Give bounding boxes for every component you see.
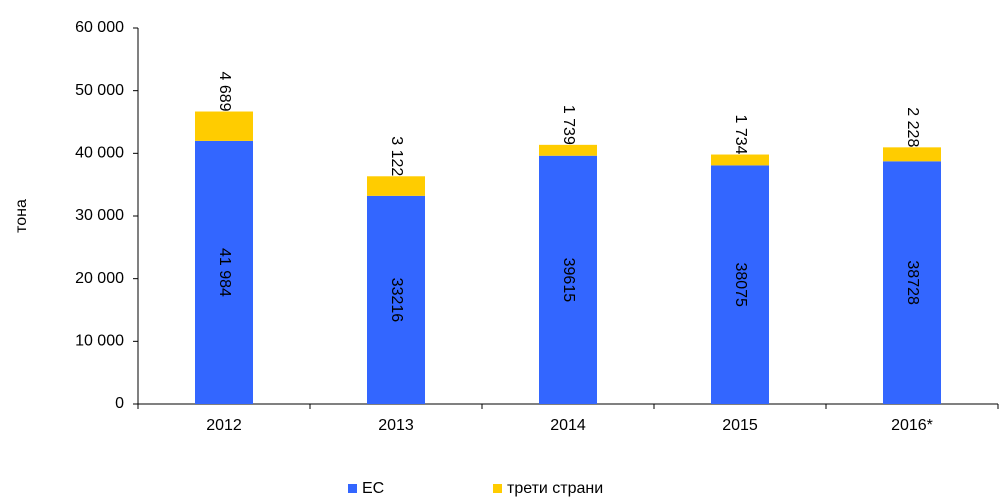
y-tick-label: 20 000 (75, 270, 124, 287)
y-tick-label: 0 (115, 395, 124, 412)
bar-segment (195, 111, 253, 141)
y-tick-label: 50 000 (75, 82, 124, 99)
data-label: 1 739 (560, 105, 577, 145)
bar-segment (367, 195, 425, 404)
legend-swatch (348, 484, 357, 493)
data-label: 41 984 (216, 248, 233, 297)
data-label: 2 228 (904, 107, 921, 147)
x-tick-label: 2014 (550, 417, 586, 434)
bar-segment (539, 144, 597, 156)
legend-label: ЕС (362, 480, 384, 497)
y-tick-label: 60 000 (75, 19, 124, 36)
x-tick-label: 2016* (891, 417, 933, 434)
data-label: 4 689 (216, 71, 233, 111)
bar-segment (195, 140, 253, 404)
data-label: 39615 (560, 258, 577, 303)
data-label: 3 122 (388, 136, 405, 176)
data-label: 38728 (904, 260, 921, 305)
legend-swatch (493, 484, 502, 493)
y-tick-label: 10 000 (75, 333, 124, 350)
data-label: 38075 (732, 262, 749, 307)
y-axis-label: тона (13, 199, 30, 233)
bar-segment (367, 176, 425, 196)
bar-segment (883, 161, 941, 404)
data-label: 33216 (388, 278, 405, 323)
y-tick-label: 40 000 (75, 145, 124, 162)
bar-segment (883, 147, 941, 162)
data-label: 1 734 (732, 115, 749, 155)
x-tick-label: 2015 (722, 417, 758, 434)
y-tick-label: 30 000 (75, 207, 124, 224)
bar-segment (539, 155, 597, 404)
x-tick-label: 2013 (378, 417, 414, 434)
x-tick-label: 2012 (206, 417, 242, 434)
bar-segment (711, 165, 769, 404)
legend-label: трети страни (507, 480, 603, 497)
bar-segment (711, 154, 769, 166)
